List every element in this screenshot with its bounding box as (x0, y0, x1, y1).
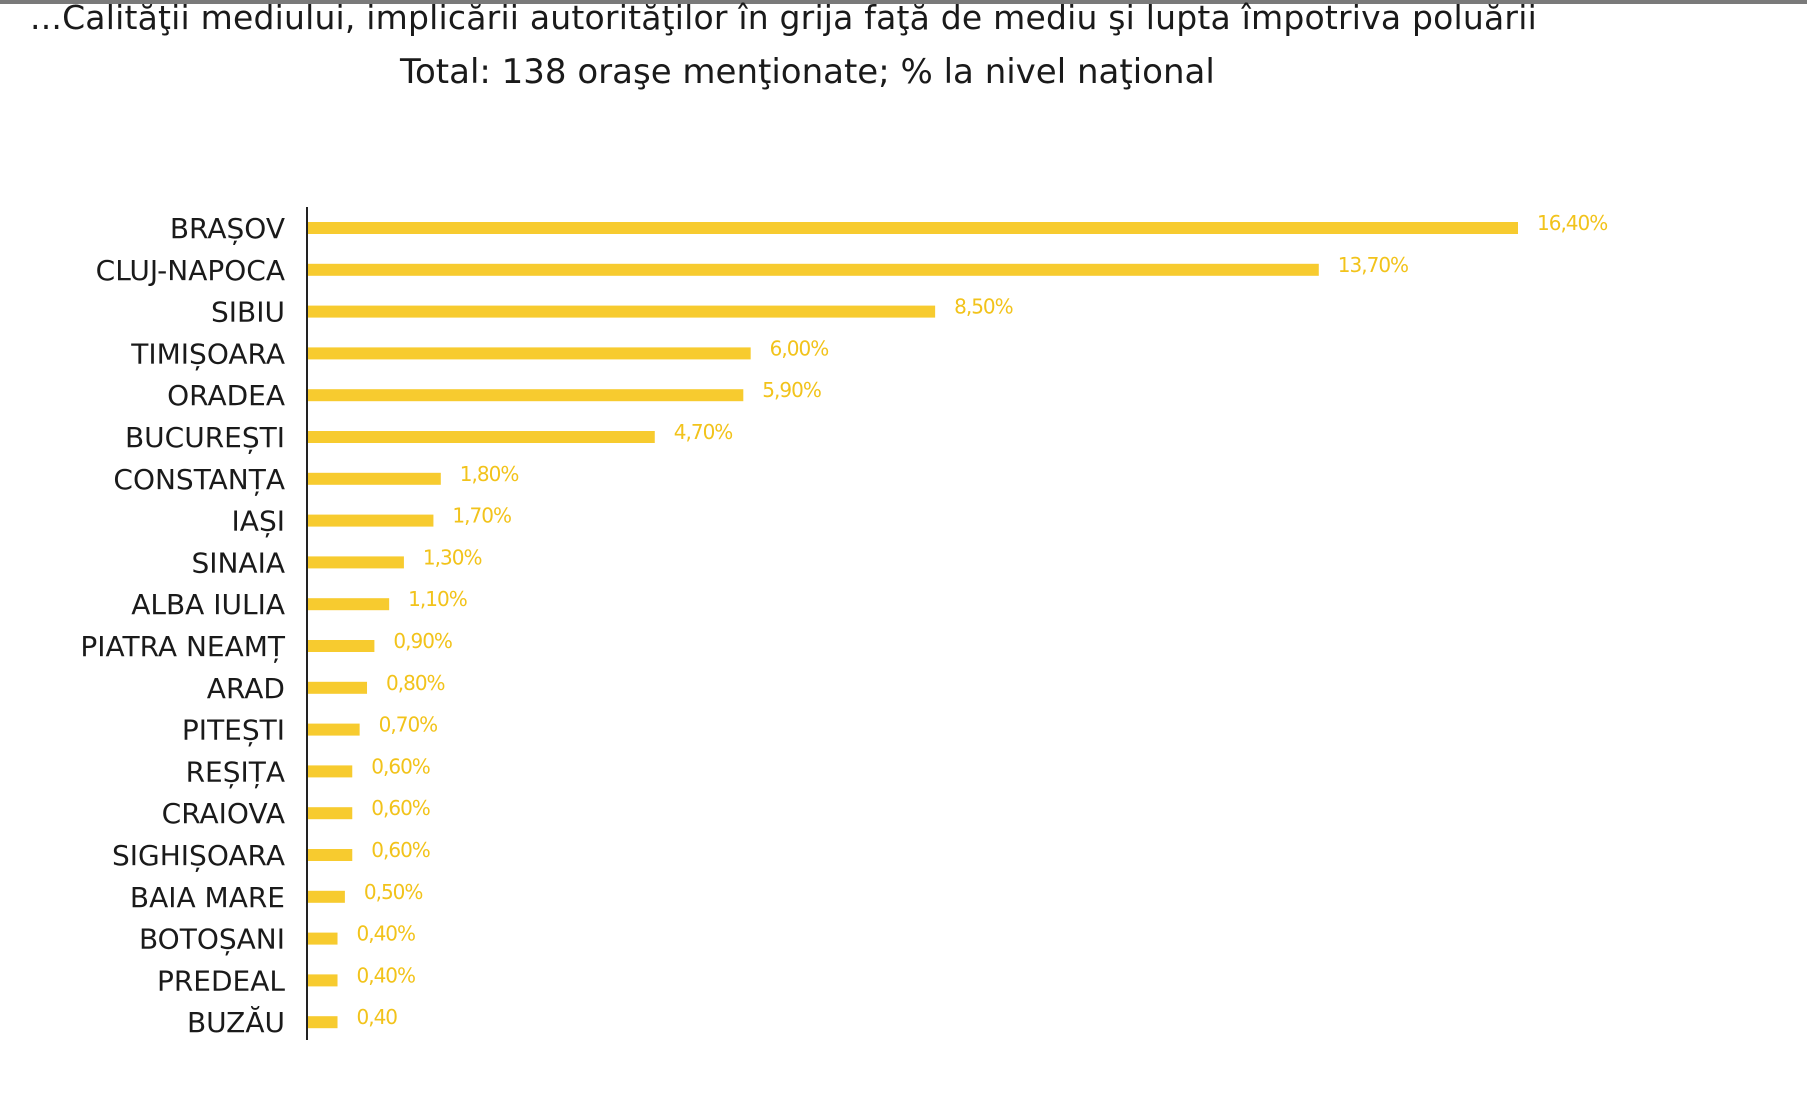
category-label: PITEȘTI (182, 714, 285, 747)
bar (308, 556, 404, 569)
value-label: 0,40% (357, 922, 416, 946)
bar (308, 640, 375, 652)
category-label: PIATRA NEAMȚ (80, 630, 286, 663)
value-label: 0,40 (357, 1005, 398, 1029)
bar (308, 849, 353, 861)
value-label: 0,80% (386, 671, 445, 695)
bar (308, 431, 655, 443)
top-border-line (0, 0, 1807, 4)
category-label: CONSTANȚA (113, 463, 285, 496)
category-label: TIMIȘOARA (130, 337, 285, 370)
category-label: BOTOȘANI (139, 923, 285, 956)
bar (308, 598, 390, 611)
bar (308, 974, 338, 987)
value-label: 1,80% (460, 462, 519, 486)
bar (308, 765, 353, 778)
value-label: 0,50% (364, 880, 423, 904)
value-label: 0,40% (357, 963, 416, 987)
bar (308, 681, 368, 694)
bar (308, 807, 353, 820)
chart-title: ...Calităţii mediului, implicării autori… (30, 0, 1537, 37)
bar (308, 347, 751, 360)
chart-subtitle: Total: 138 oraşe menţionate; % la nivel … (400, 52, 1215, 92)
category-label: PREDEAL (157, 964, 285, 997)
bar (308, 389, 744, 402)
category-label: IAȘI (232, 505, 285, 538)
bar (308, 932, 338, 945)
category-label: REȘIȚA (186, 755, 285, 788)
value-label: 5,90% (762, 378, 821, 402)
category-label: SINAIA (191, 546, 285, 579)
bar (308, 723, 360, 736)
category-label: BUZĂU (187, 1005, 285, 1039)
value-label: 8,50% (954, 295, 1013, 319)
bar (308, 472, 441, 485)
bar (308, 222, 1518, 234)
bar (308, 514, 434, 527)
category-label: BAIA MARE (130, 881, 285, 914)
value-label: 1,10% (408, 587, 467, 611)
bar (308, 1016, 338, 1029)
value-label: 0,60% (371, 838, 430, 862)
value-label: 0,70% (379, 713, 438, 737)
bar (308, 263, 1319, 276)
category-label: BUCUREȘTI (125, 421, 285, 454)
value-label: 16,40% (1537, 211, 1607, 235)
category-label: CRAIOVA (162, 797, 285, 830)
value-label: 0,60% (371, 796, 430, 820)
value-label: 0,60% (371, 754, 430, 778)
value-label: 0,90% (393, 629, 452, 653)
value-label: 1,70% (452, 504, 511, 528)
value-label: 13,70% (1338, 253, 1408, 277)
category-label: SIGHIȘOARA (112, 839, 285, 872)
category-label: ALBA IULIA (131, 588, 285, 621)
category-label: CLUJ-NAPOCA (96, 254, 285, 287)
bar (308, 890, 345, 903)
category-label: ORADEA (167, 379, 285, 412)
bar (308, 305, 936, 318)
category-label: ARAD (207, 672, 285, 705)
value-label: 6,00% (770, 336, 829, 360)
category-label: BRAȘOV (170, 212, 285, 245)
value-label: 1,30% (423, 545, 482, 569)
category-label: SIBIU (211, 296, 285, 329)
value-label: 4,70% (674, 420, 733, 444)
